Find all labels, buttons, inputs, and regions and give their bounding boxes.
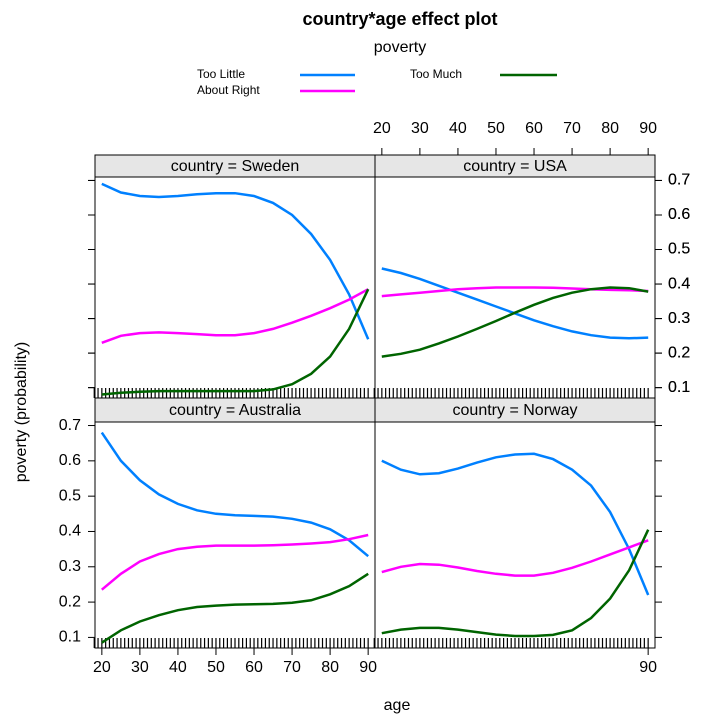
y-tick-label: 0.6 — [668, 206, 690, 223]
y-tick-label: 0.5 — [668, 241, 690, 258]
y-tick-label: 0.1 — [59, 629, 81, 646]
x-axis-label: age — [384, 697, 411, 714]
chart-title: country*age effect plot — [302, 9, 497, 29]
series-line — [101, 288, 370, 396]
x-tick-label: 20 — [93, 659, 111, 676]
y-tick-label: 0.3 — [668, 310, 690, 327]
series-line — [101, 533, 369, 591]
x-tick-label: 40 — [449, 120, 467, 137]
y-tick-label: 0.2 — [668, 344, 690, 361]
strip-label: country = USA — [463, 158, 567, 175]
strip — [94, 397, 376, 423]
y-tick-label: 0.7 — [668, 172, 690, 189]
y-tick-label: 0.2 — [668, 344, 690, 361]
x-tick-label: 50 — [207, 659, 225, 676]
panel-border — [94, 421, 376, 649]
series-line — [101, 572, 369, 644]
y-tick-label: 0.2 — [59, 593, 81, 610]
x-tick-label: 50 — [487, 120, 505, 137]
series-line — [101, 182, 370, 340]
y-tick-label: 0.7 — [668, 172, 690, 189]
y-tick-label: 0.4 — [668, 275, 690, 292]
y-tick-label: 0.6 — [59, 452, 81, 469]
x-tick-label: 90 — [639, 659, 657, 676]
x-tick-label: 60 — [525, 120, 543, 137]
series-line — [101, 288, 369, 344]
y-axis-label: poverty (probability) — [13, 342, 30, 483]
y-tick-label: 0.1 — [668, 379, 690, 396]
x-tick-label: 20 — [373, 120, 391, 137]
series-line — [381, 286, 649, 358]
series-line — [381, 452, 650, 596]
y-tick-label: 0.5 — [59, 487, 81, 504]
legend-title: poverty — [374, 39, 426, 56]
legend-label: About Right — [197, 83, 260, 97]
panel-border — [374, 421, 656, 649]
legend-label: Too Little — [197, 67, 245, 81]
x-tick-label: 40 — [169, 659, 187, 676]
series-line — [381, 267, 649, 340]
strip-label: country = Sweden — [171, 158, 300, 175]
series-line — [100, 431, 369, 558]
x-tick-label: 90 — [639, 120, 657, 137]
x-tick-label: 70 — [283, 659, 301, 676]
x-tick-label: 80 — [321, 659, 339, 676]
y-tick-label: 0.1 — [668, 379, 690, 396]
x-tick-label: 90 — [359, 659, 377, 676]
y-tick-label: 0.4 — [668, 275, 690, 292]
strip — [374, 397, 656, 423]
legend-label: Too Much — [410, 67, 462, 81]
panel-border — [94, 176, 376, 399]
y-tick-label: 0.6 — [668, 206, 690, 223]
x-tick-label: 70 — [563, 120, 581, 137]
y-tick-label: 0.3 — [59, 558, 81, 575]
strip-label: country = Norway — [453, 402, 578, 419]
y-tick-label: 0.4 — [59, 523, 81, 540]
series-line — [381, 286, 649, 298]
x-tick-label: 30 — [411, 120, 429, 137]
y-tick-label: 0.7 — [59, 417, 81, 434]
x-tick-label: 80 — [601, 120, 619, 137]
y-tick-label: 0.3 — [668, 310, 690, 327]
x-tick-label: 60 — [245, 659, 263, 676]
series-line — [381, 539, 649, 577]
y-tick-label: 0.5 — [668, 241, 690, 258]
x-tick-label: 30 — [131, 659, 149, 676]
strip-label: country = Australia — [169, 402, 301, 419]
series-line — [381, 529, 650, 638]
